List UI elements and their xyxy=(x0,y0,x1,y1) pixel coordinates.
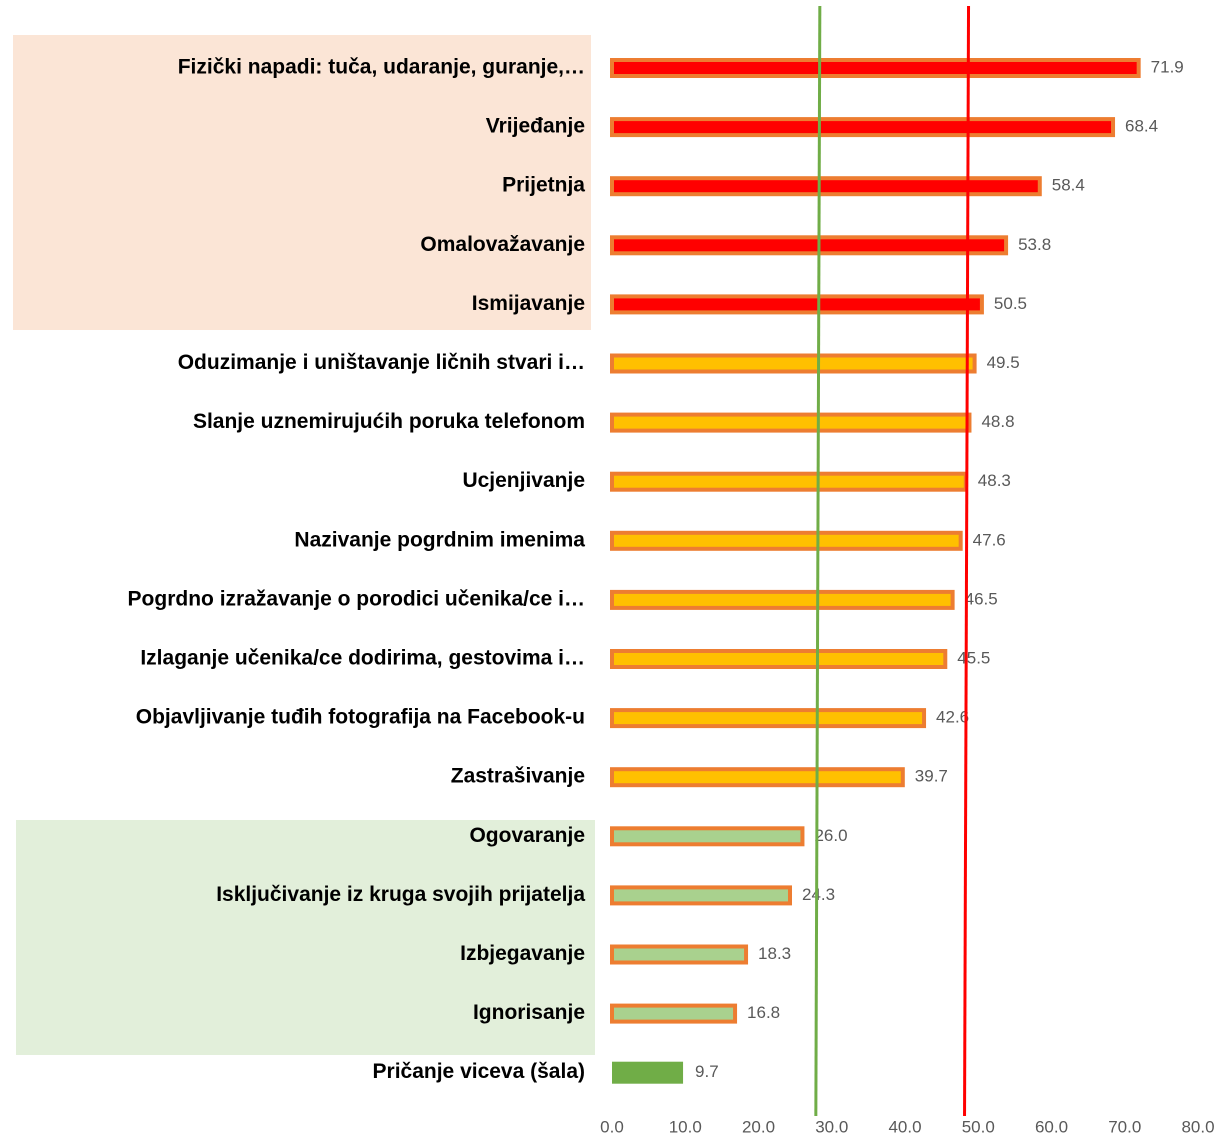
x-tick-label: 70.0 xyxy=(1108,1117,1141,1136)
data-label: 45.5 xyxy=(957,648,990,667)
category-label: Zastrašivanje xyxy=(451,765,585,788)
highlight-bottom xyxy=(16,820,595,1055)
bar xyxy=(610,589,955,610)
category-label: Izbjegavanje xyxy=(460,942,585,965)
category-label: Pogrdno izražavanje o porodici učenika/c… xyxy=(128,587,585,610)
data-label: 47.6 xyxy=(973,530,1006,549)
bar xyxy=(610,294,984,315)
category-label: Ismijavanje xyxy=(472,292,585,315)
bar xyxy=(610,58,1141,78)
category-label: Slanje uznemirujućih poruka telefonom xyxy=(193,410,585,433)
x-tick-label: 30.0 xyxy=(815,1117,848,1136)
category-label: Nazivanje pogrdnim imenima xyxy=(294,528,585,551)
bar xyxy=(610,353,977,374)
x-tick-label: 20.0 xyxy=(742,1117,775,1136)
category-label: Isključivanje iz kruga svojih prijatelja xyxy=(216,883,585,906)
category-label: Omalovažavanje xyxy=(420,233,585,256)
category-label: Ogovaranje xyxy=(469,824,585,847)
data-label: 68.4 xyxy=(1125,117,1158,136)
category-label: Ignorisanje xyxy=(473,1001,585,1024)
bar xyxy=(610,176,1042,197)
data-label: 42.6 xyxy=(936,708,969,727)
x-tick-label: 50.0 xyxy=(962,1117,995,1136)
bar xyxy=(610,235,1009,256)
bar xyxy=(610,412,972,433)
bar xyxy=(610,649,948,669)
x-tick-label: 60.0 xyxy=(1035,1117,1068,1136)
highlight-top xyxy=(13,35,591,330)
reference-line xyxy=(963,5,971,1117)
data-label: 49.5 xyxy=(987,353,1020,372)
bar xyxy=(610,826,805,847)
bar xyxy=(612,1061,684,1084)
category-label: Objavljivanje tuđih fotografija na Faceb… xyxy=(136,706,585,729)
bar xyxy=(610,471,968,492)
data-label: 46.5 xyxy=(965,589,998,608)
data-label: 39.7 xyxy=(915,767,948,786)
data-label: 26.0 xyxy=(814,826,847,845)
data-label: 16.8 xyxy=(747,1003,780,1022)
bar xyxy=(610,708,927,729)
data-label: 9.7 xyxy=(695,1062,719,1081)
data-label: 53.8 xyxy=(1018,235,1051,254)
reference-line xyxy=(814,5,822,1117)
category-label: Vrijeđanje xyxy=(486,115,585,138)
category-label: Ucjenjivanje xyxy=(462,469,585,492)
x-tick-label: 80.0 xyxy=(1181,1117,1214,1136)
x-tick-label: 40.0 xyxy=(888,1117,921,1136)
data-label: 58.4 xyxy=(1052,176,1085,195)
bar xyxy=(610,530,963,551)
category-label: Prijetnja xyxy=(502,174,585,197)
bar xyxy=(610,944,749,965)
category-label: Oduzimanje i uništavanje ličnih stvari i… xyxy=(178,351,585,374)
data-label: 24.3 xyxy=(802,885,835,904)
data-label: 18.3 xyxy=(758,944,791,963)
bar xyxy=(610,885,792,906)
x-tick-label: 0.0 xyxy=(600,1117,624,1136)
data-label: 48.8 xyxy=(981,412,1014,431)
category-label: Fizički napadi: tuča, udaranje, guranje,… xyxy=(178,56,585,79)
data-label: 50.5 xyxy=(994,294,1027,313)
bar xyxy=(610,1003,738,1024)
bar xyxy=(610,117,1116,138)
data-label: 71.9 xyxy=(1151,57,1184,76)
data-label: 48.3 xyxy=(978,471,1011,490)
category-label: Pričanje viceva (šala) xyxy=(373,1060,585,1083)
bar xyxy=(610,767,905,788)
x-tick-label: 10.0 xyxy=(669,1117,702,1136)
category-label: Izlaganje učenika/ce dodirima, gestovima… xyxy=(140,647,585,670)
